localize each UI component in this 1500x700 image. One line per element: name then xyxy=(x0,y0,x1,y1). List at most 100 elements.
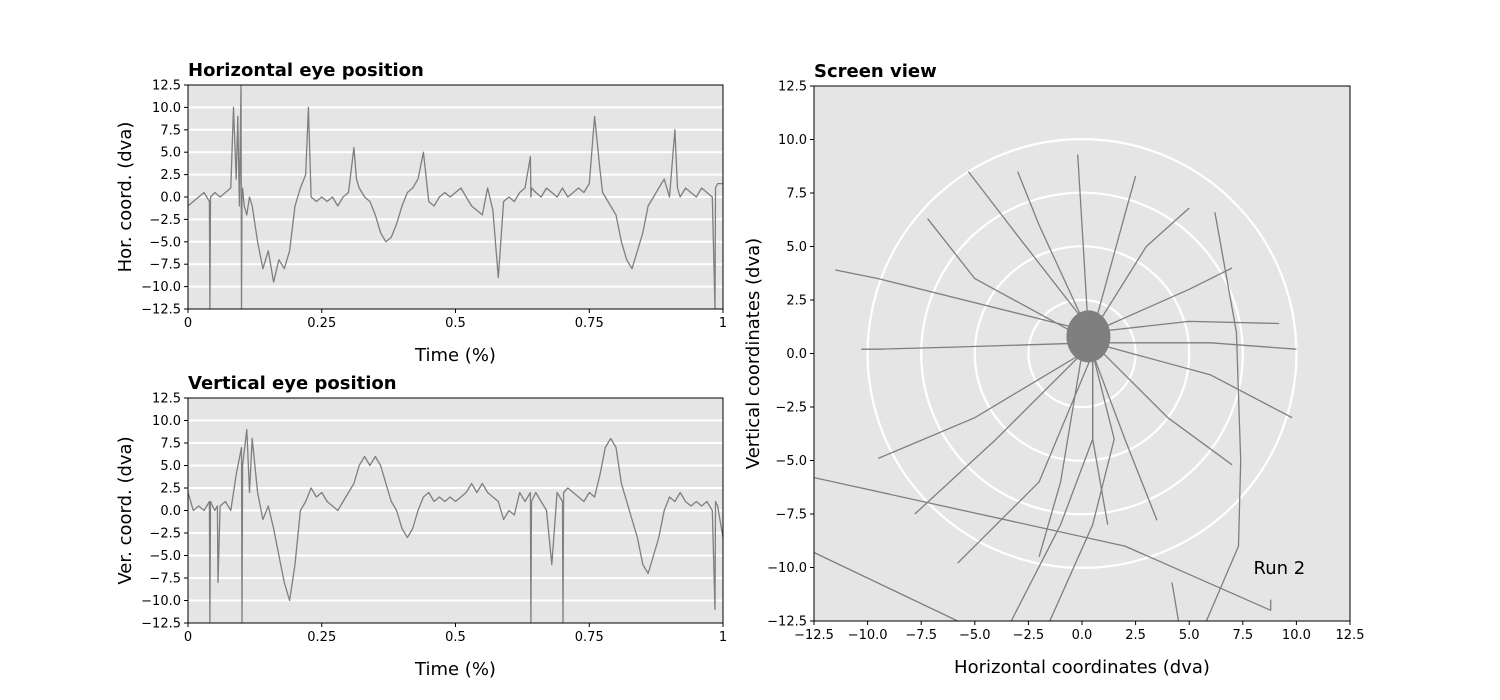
y-tick-label: 7.5 xyxy=(160,123,181,138)
series-line xyxy=(188,85,723,309)
y-tick-label: 0.0 xyxy=(786,347,807,362)
y-tick-label: −5.0 xyxy=(149,549,181,564)
x-axis-ticks: 0 0.25 0.5 0.75 1 xyxy=(184,623,727,645)
x-tick-label: 0.25 xyxy=(307,630,336,645)
gaze-trajectory xyxy=(1171,582,1180,621)
eye-position-line xyxy=(188,428,723,623)
x-tick-label: 2.5 xyxy=(1125,628,1146,643)
x-tick-label: 0.25 xyxy=(307,316,336,331)
y-tick-label: 5.0 xyxy=(786,240,807,255)
gaze-trajectory xyxy=(1049,353,1115,621)
reference-circle xyxy=(866,138,1298,569)
chart-title: Vertical eye position xyxy=(188,373,397,394)
x-axis-label: Time (%) xyxy=(414,659,496,680)
y-tick-label: 7.5 xyxy=(786,187,807,202)
reference-circle xyxy=(1027,298,1137,409)
x-axis-ticks: −12.5 −10.0 −7.5 −5.0 −2.5 0.0 2.5 5.0 7.5 10.0 12… xyxy=(794,621,1364,643)
y-tick-label: 5.0 xyxy=(160,459,181,474)
x-tick-label: 0.5 xyxy=(445,630,466,645)
x-tick-label: 0.75 xyxy=(575,316,604,331)
y-tick-label: −2.5 xyxy=(149,527,181,542)
fixation-cluster xyxy=(1066,310,1111,363)
y-tick-label: −7.5 xyxy=(149,258,181,273)
y-tick-label: −7.5 xyxy=(149,572,181,587)
x-tick-label: 1 xyxy=(719,316,727,331)
y-tick-label: −10.0 xyxy=(767,561,807,576)
y-tick-label: −2.5 xyxy=(775,401,807,416)
gaze-trajectory xyxy=(1092,342,1233,466)
run-annotation: Run 2 xyxy=(1254,558,1306,579)
x-tick-label: 12.5 xyxy=(1336,628,1365,643)
gaze-trajectories xyxy=(814,154,1297,621)
x-tick-label: 0 xyxy=(184,630,192,645)
gaze-trajectory xyxy=(1092,320,1280,333)
x-tick-label: 0.0 xyxy=(1072,628,1093,643)
gaze-trajectory xyxy=(861,342,1093,350)
x-tick-label: 0 xyxy=(184,316,192,331)
x-axis-label: Horizontal coordinates (dva) xyxy=(954,657,1210,678)
y-tick-label: 12.5 xyxy=(778,80,807,95)
gaze-trajectory xyxy=(1092,267,1233,333)
x-tick-label: −12.5 xyxy=(794,628,834,643)
y-tick-label: 10.0 xyxy=(152,101,181,116)
gaze-trajectory xyxy=(814,551,958,621)
x-tick-label: −7.5 xyxy=(905,628,937,643)
gaze-trajectory xyxy=(1010,353,1094,621)
y-tick-label: 10.0 xyxy=(152,414,181,429)
chart-title: Horizontal eye position xyxy=(188,60,424,81)
y-tick-label: −2.5 xyxy=(149,213,181,228)
x-tick-label: −5.0 xyxy=(959,628,991,643)
gaze-trajectory xyxy=(1092,207,1190,333)
y-tick-label: 7.5 xyxy=(160,437,181,452)
y-tick-label: 5.0 xyxy=(160,146,181,161)
y-axis-ticks: 12.5 10.0 7.5 5.0 2.5 0.0 −2.5 −5.0 −7.5 −10.0 −12… xyxy=(141,392,188,632)
reference-circles xyxy=(866,138,1298,569)
gaze-trajectory xyxy=(878,352,1083,459)
x-tick-label: 0.75 xyxy=(575,630,604,645)
y-tick-label: 2.5 xyxy=(786,294,807,309)
gaze-trajectory xyxy=(914,353,1083,515)
horizontal-eye-position-chart: 0 0.25 0.5 0.75 1 12.5 10.0 7.5 5.0 2.5 0.0 −2.5 −5… xyxy=(115,60,727,366)
gaze-trajectory xyxy=(1017,171,1089,333)
y-tick-label: 2.5 xyxy=(160,168,181,183)
x-tick-label: 5.0 xyxy=(1179,628,1200,643)
gaze-trajectory xyxy=(1092,342,1293,419)
y-axis-label: Ver. coord. (dva) xyxy=(115,436,136,584)
screen-view-chart: −12.5 −10.0 −7.5 −5.0 −2.5 0.0 2.5 5.0 7.5 10.0 12… xyxy=(743,61,1364,678)
chart-title: Screen view xyxy=(814,61,937,82)
eye-position-line xyxy=(188,85,723,309)
series-line xyxy=(188,428,723,623)
y-axis-ticks: 12.5 10.0 7.5 5.0 2.5 0.0 −2.5 −5.0 −7.5 −10.0 −12… xyxy=(141,79,188,318)
y-tick-label: 12.5 xyxy=(152,392,181,407)
gridlines xyxy=(188,419,723,602)
gaze-trajectory xyxy=(1092,175,1137,333)
gaze-trajectory xyxy=(1092,353,1158,521)
x-axis-label: Time (%) xyxy=(414,345,496,366)
gaze-trajectory xyxy=(967,171,1094,333)
gaze-trajectory xyxy=(1205,212,1242,621)
y-tick-label: −12.5 xyxy=(141,303,181,318)
y-tick-label: −7.5 xyxy=(775,508,807,523)
reference-circle xyxy=(920,191,1244,516)
x-tick-label: 7.5 xyxy=(1232,628,1253,643)
y-tick-label: −12.5 xyxy=(141,617,181,632)
gaze-trajectory xyxy=(1092,342,1297,350)
y-axis-label: Vertical coordinates (dva) xyxy=(743,238,764,469)
y-tick-label: −10.0 xyxy=(141,280,181,295)
gaze-trajectory xyxy=(1038,353,1083,557)
vertical-eye-position-chart: 0 0.25 0.5 0.75 1 12.5 10.0 7.5 5.0 2.5 0.0 −2.5 −5… xyxy=(115,373,727,680)
y-tick-label: −10.0 xyxy=(141,594,181,609)
y-axis-label: Hor. coord. (dva) xyxy=(115,122,136,273)
x-tick-label: 1 xyxy=(719,630,727,645)
x-tick-label: −2.5 xyxy=(1013,628,1045,643)
y-tick-label: 2.5 xyxy=(160,482,181,497)
x-axis-ticks: 0 0.25 0.5 0.75 1 xyxy=(184,309,727,331)
gaze-trajectory xyxy=(1077,154,1090,333)
gaze-trajectory xyxy=(814,476,1272,611)
y-tick-label: −5.0 xyxy=(775,454,807,469)
x-tick-label: −10.0 xyxy=(848,628,888,643)
reference-circle xyxy=(973,245,1191,462)
y-tick-label: 0.0 xyxy=(160,191,181,206)
y-tick-label: −5.0 xyxy=(149,235,181,250)
